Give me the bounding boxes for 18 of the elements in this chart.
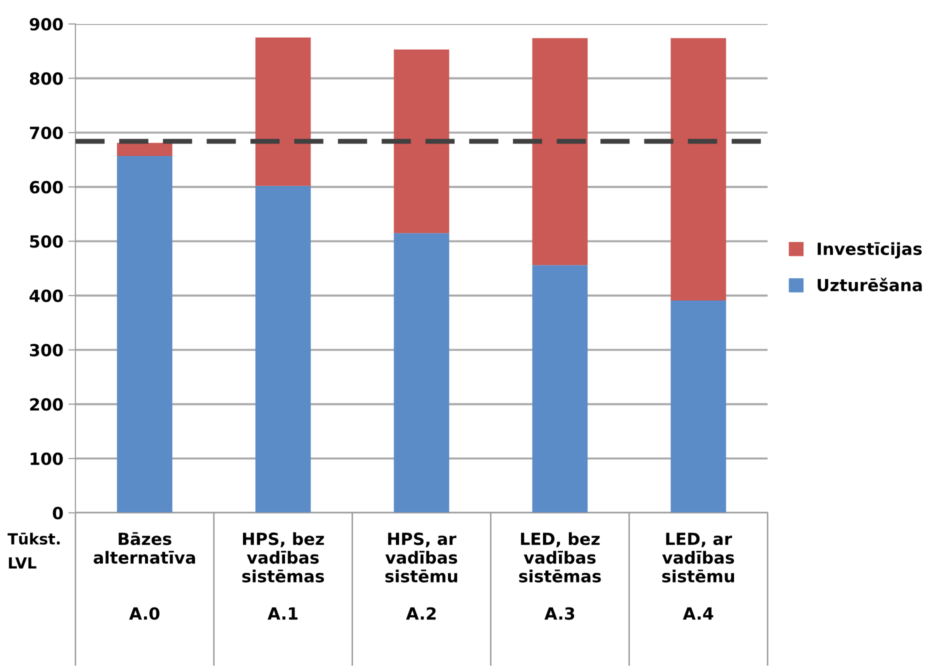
category-label: Bāzes alternatīva A.0 <box>94 532 196 620</box>
category-label: LED, bez vadības sistēmas A.3 <box>519 532 601 620</box>
y-axis-title: Tūkst. LVL <box>8 532 60 568</box>
y-tick-label: 0 <box>52 506 63 520</box>
y-tick-label: 200 <box>30 398 63 411</box>
legend-label: Uzturēšana <box>818 278 922 292</box>
y-tick-label: 800 <box>30 72 63 85</box>
y-tick-label: 400 <box>30 290 63 302</box>
y-tick-label: 700 <box>30 126 63 140</box>
y-tick-label: 300 <box>30 344 63 356</box>
y-tick-label: 600 <box>30 180 63 194</box>
y-tick-label: 900 <box>30 18 63 31</box>
y-tick-label: 100 <box>30 452 63 466</box>
legend-label: Investīcijas <box>818 242 922 258</box>
category-label: HPS, bez vadības sistēmas A.1 <box>242 532 324 620</box>
category-label: HPS, ar vadības sistēmu A.2 <box>385 532 458 620</box>
y-tick-label: 500 <box>30 235 63 248</box>
category-label: LED, ar vadības sistēmu A.4 <box>662 532 734 620</box>
